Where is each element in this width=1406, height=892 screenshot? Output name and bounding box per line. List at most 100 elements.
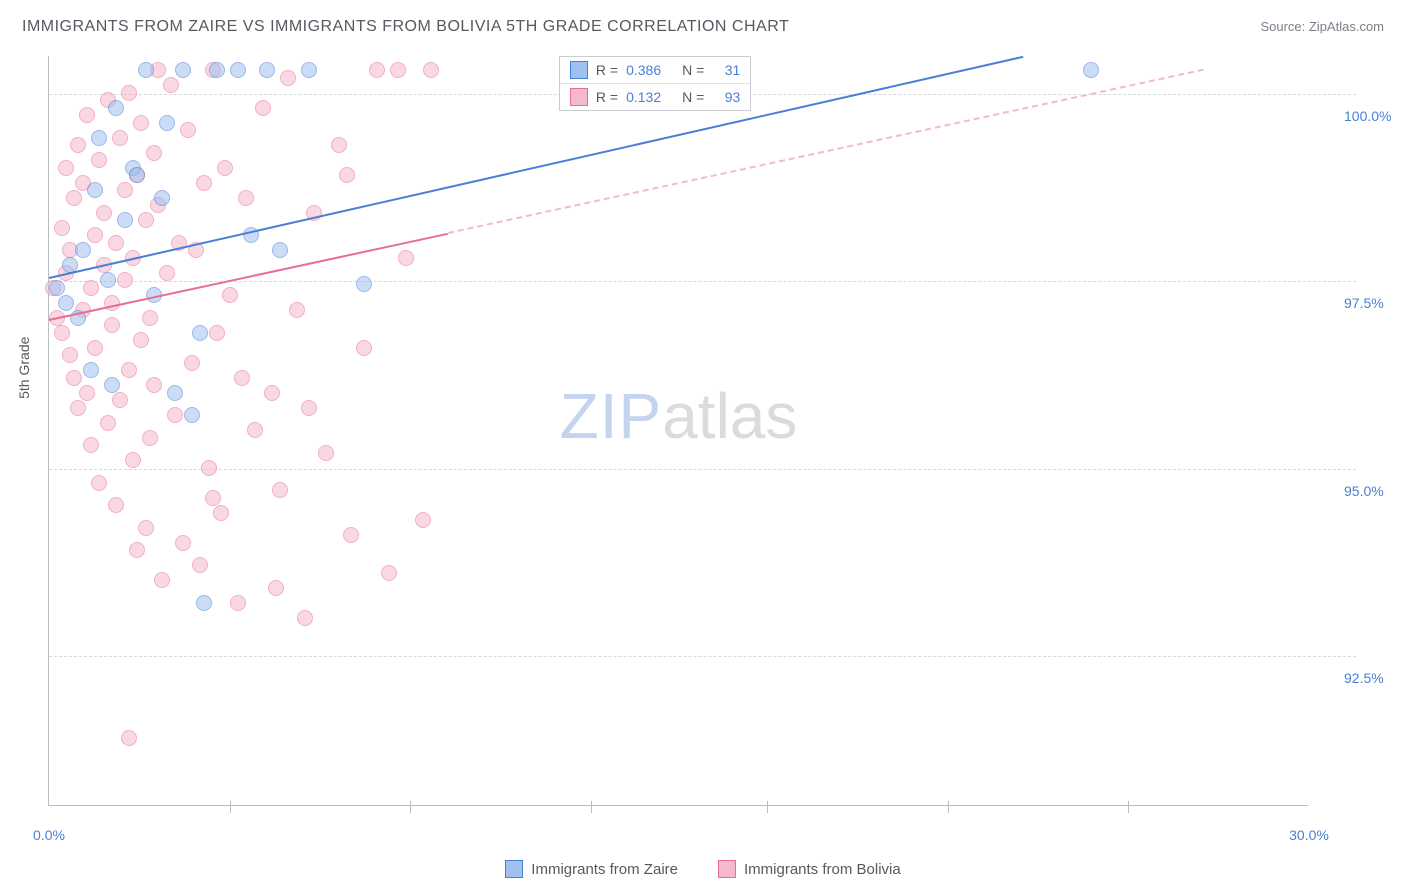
bolivia-point xyxy=(192,557,208,573)
bolivia-point xyxy=(339,167,355,183)
stats-row-bolivia: R =0.132N =93 xyxy=(560,84,750,110)
bolivia-point xyxy=(121,85,137,101)
bolivia-point xyxy=(54,220,70,236)
bolivia-point xyxy=(369,62,385,78)
bolivia-point xyxy=(331,137,347,153)
bolivia-point xyxy=(112,130,128,146)
zaire-trendline xyxy=(49,56,1024,279)
zaire-point xyxy=(83,362,99,378)
bolivia-point xyxy=(297,610,313,626)
bolivia-point xyxy=(146,145,162,161)
bolivia-point xyxy=(209,325,225,341)
title-bar: IMMIGRANTS FROM ZAIRE VS IMMIGRANTS FROM… xyxy=(22,18,1384,36)
zaire-point xyxy=(100,272,116,288)
x-tick xyxy=(410,801,411,813)
zaire-point xyxy=(75,242,91,258)
zaire-point xyxy=(138,62,154,78)
bolivia-point xyxy=(343,527,359,543)
bolivia-point xyxy=(238,190,254,206)
bolivia-point xyxy=(159,265,175,281)
gridline-h xyxy=(49,469,1356,470)
y-tick-label: 100.0% xyxy=(1344,108,1404,124)
bolivia-point xyxy=(230,595,246,611)
bolivia-point xyxy=(121,730,137,746)
bolivia-point xyxy=(121,362,137,378)
bolivia-point xyxy=(129,542,145,558)
bolivia-point xyxy=(398,250,414,266)
y-axis-title: 5th Grade xyxy=(16,337,32,399)
bolivia-point xyxy=(423,62,439,78)
stats-row-zaire: R =0.386N =31 xyxy=(560,57,750,84)
zaire-point xyxy=(1083,62,1099,78)
bolivia-point xyxy=(138,212,154,228)
r-label: R = xyxy=(596,62,618,78)
y-tick-label: 92.5% xyxy=(1344,670,1404,686)
bolivia-point xyxy=(201,460,217,476)
bolivia-point xyxy=(272,482,288,498)
bolivia-point xyxy=(108,235,124,251)
bolivia-point xyxy=(117,182,133,198)
bolivia-point xyxy=(142,430,158,446)
bolivia-point xyxy=(289,302,305,318)
bolivia-point xyxy=(112,392,128,408)
n-label: N = xyxy=(682,89,704,105)
zaire-point xyxy=(209,62,225,78)
bolivia-point xyxy=(66,190,82,206)
x-tick xyxy=(767,801,768,813)
bolivia-point xyxy=(83,437,99,453)
bottom-legend: Immigrants from ZaireImmigrants from Bol… xyxy=(0,860,1406,878)
bolivia-point xyxy=(96,205,112,221)
x-tick xyxy=(1128,801,1129,813)
bolivia-point xyxy=(268,580,284,596)
n-value: 93 xyxy=(712,89,740,105)
bolivia-point xyxy=(70,137,86,153)
bolivia-point xyxy=(79,107,95,123)
x-tick-label: 30.0% xyxy=(1289,827,1329,843)
bolivia-point xyxy=(104,317,120,333)
zaire-swatch xyxy=(570,61,588,79)
x-tick-label: 0.0% xyxy=(33,827,65,843)
bolivia-point xyxy=(390,62,406,78)
bolivia-point xyxy=(54,325,70,341)
zaire-point xyxy=(104,377,120,393)
x-tick xyxy=(230,801,231,813)
bolivia-point xyxy=(255,100,271,116)
bolivia-point xyxy=(87,340,103,356)
bolivia-point xyxy=(222,287,238,303)
bolivia-point xyxy=(133,115,149,131)
n-value: 31 xyxy=(712,62,740,78)
watermark: ZIPatlas xyxy=(560,379,798,453)
bolivia-point xyxy=(356,340,372,356)
stats-legend: R =0.386N =31R =0.132N =93 xyxy=(559,56,751,111)
bolivia-point xyxy=(234,370,250,386)
zaire-point xyxy=(159,115,175,131)
bolivia-point xyxy=(146,377,162,393)
n-label: N = xyxy=(682,62,704,78)
watermark-zip: ZIP xyxy=(560,380,663,452)
bolivia-point xyxy=(415,512,431,528)
zaire-point xyxy=(108,100,124,116)
bolivia-swatch xyxy=(570,88,588,106)
zaire-point xyxy=(87,182,103,198)
zaire-point xyxy=(49,280,65,296)
watermark-atlas: atlas xyxy=(662,380,797,452)
zaire-point xyxy=(184,407,200,423)
y-tick-label: 95.0% xyxy=(1344,483,1404,499)
bolivia-point xyxy=(184,355,200,371)
bolivia-point xyxy=(62,347,78,363)
bolivia-point xyxy=(133,332,149,348)
bolivia-point xyxy=(205,490,221,506)
bolivia-point xyxy=(108,497,124,513)
scatter-plot-area: ZIPatlas 92.5%95.0%97.5%100.0%0.0%30.0%R… xyxy=(48,56,1308,806)
x-tick xyxy=(591,801,592,813)
zaire-point xyxy=(356,276,372,292)
zaire-point xyxy=(91,130,107,146)
zaire-point xyxy=(272,242,288,258)
bolivia-point xyxy=(247,422,263,438)
bolivia-legend-swatch xyxy=(718,860,736,878)
bolivia-point xyxy=(83,280,99,296)
bolivia-point xyxy=(138,520,154,536)
gridline-h xyxy=(49,656,1356,657)
zaire-point xyxy=(167,385,183,401)
bolivia-point xyxy=(142,310,158,326)
